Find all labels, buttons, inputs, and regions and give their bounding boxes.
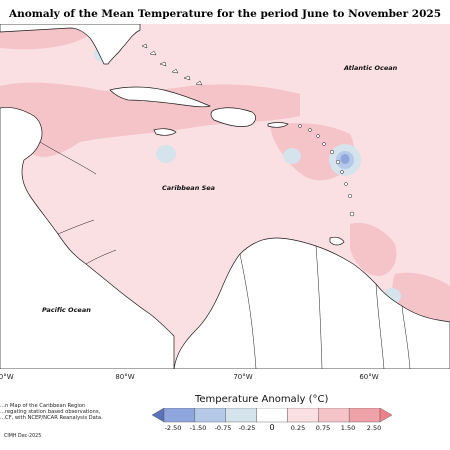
map-title: Anomaly of the Mean Temperature for the … [8, 8, 442, 20]
island-cuba [109, 86, 211, 108]
legend-swatch [225, 408, 257, 423]
cool-spot-core [340, 154, 350, 164]
islands-lesser-antilles [298, 124, 355, 217]
legend-swatch [163, 408, 196, 423]
credit-text: CIMH Dec-2025 [4, 434, 42, 439]
island-hispaniola [210, 107, 256, 127]
map-canvas [0, 24, 450, 369]
legend-swatch [152, 408, 165, 423]
legend-tick: 0 [269, 423, 275, 432]
legend-swatch [379, 408, 392, 423]
pacific-ocean-label: Pacific Ocean [42, 306, 91, 314]
country-borders-south-america [239, 245, 411, 369]
note-line: ...n Map of the Caribbean Region [0, 403, 86, 409]
legend-swatch [287, 408, 319, 423]
cool-spot-puerto-rico [283, 148, 301, 164]
legend-colorbar [152, 408, 392, 423]
cool-spot-jamaica [156, 145, 176, 163]
anomaly-map: Atlantic Ocean Caribbean Sea Pacific Oce… [0, 24, 450, 369]
caribbean-sea-label: Caribbean Sea [162, 184, 216, 192]
legend-tick: -1.50 [189, 424, 207, 432]
map-notes: ...n Map of the Caribbean Region ...rega… [0, 403, 120, 422]
legend-title: Temperature Anomaly (°C) [195, 394, 329, 405]
atlantic-ocean-label: Atlantic Ocean [344, 64, 398, 72]
island-trinidad [329, 236, 345, 246]
longitude-label-60w: 60°W [359, 373, 379, 381]
legend-tick: 2.50 [366, 424, 382, 432]
legend-swatch [318, 408, 350, 423]
warm-anomaly-region-north [0, 82, 300, 157]
longitude-label-70w: 70°W [233, 373, 253, 381]
warm-anomaly-region-guianas [350, 222, 397, 276]
legend-swatch [348, 408, 381, 423]
note-line: ...CF, with NCEP/NCAR Reanalysis Data. [0, 415, 103, 422]
legend-tick: -0.25 [238, 424, 256, 432]
legend-tick: 0.25 [290, 424, 306, 432]
central-america-landmass [0, 107, 175, 369]
island-jamaica [153, 128, 177, 136]
longitude-label-80w: 80°W [115, 373, 135, 381]
legend-swatch [194, 408, 226, 423]
legend-tick: 0.75 [315, 424, 331, 432]
legend-tick: -0.75 [214, 424, 232, 432]
longitude-label-90w: 90°W [0, 373, 14, 381]
north-america-landmass [0, 24, 141, 65]
legend-tick: -2.50 [164, 424, 182, 432]
legend-tick: 1.50 [340, 424, 356, 432]
island-puerto-rico [267, 122, 289, 128]
note-line: ...regating station based observations, [0, 409, 101, 416]
country-borders-central-america [39, 141, 117, 265]
legend-swatch [256, 408, 288, 423]
islands-bahamas [141, 43, 203, 86]
